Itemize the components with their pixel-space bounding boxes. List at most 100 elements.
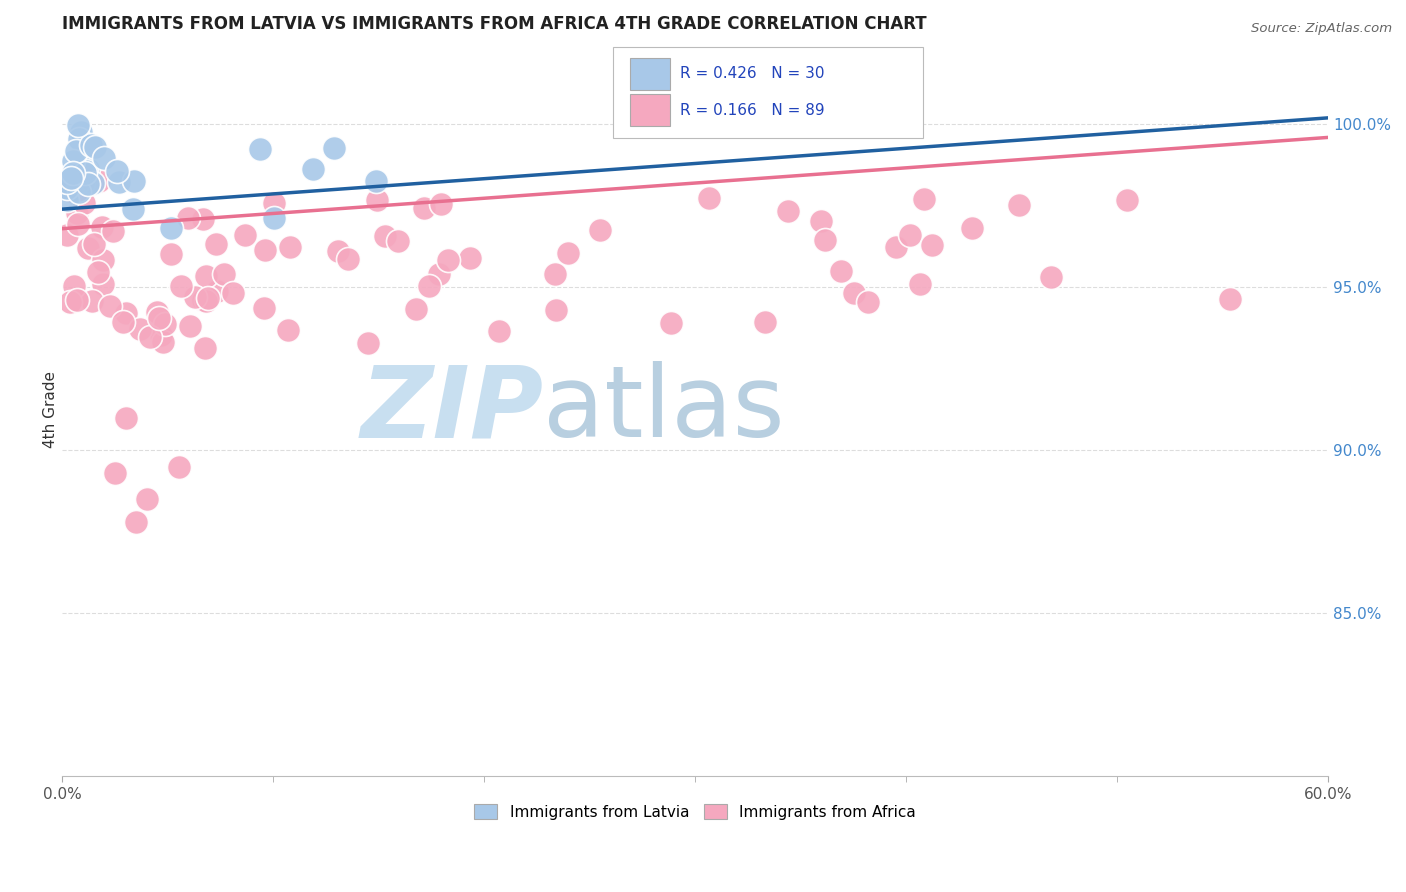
Point [212, 267, 235, 281]
Point [82, 176, 104, 190]
Point [205, 284, 228, 298]
FancyBboxPatch shape [630, 95, 671, 127]
Point [754, 314, 776, 328]
Point [59, 295, 82, 310]
Text: atlas: atlas [544, 361, 785, 458]
Point [169, 279, 191, 293]
Point [357, 335, 380, 350]
Point [249, 142, 271, 156]
Point [139, 330, 162, 344]
Point [301, 161, 323, 176]
Point [197, 291, 219, 305]
Point [67, 186, 90, 200]
Point [66, 175, 89, 189]
Point [87, 265, 110, 279]
Text: Source: ZipAtlas.com: Source: ZipAtlas.com [1251, 22, 1392, 36]
Point [72, 167, 94, 181]
Point [253, 243, 276, 257]
Point [56, 193, 79, 207]
Point [80, 293, 103, 308]
Point [66, 188, 89, 202]
Point [418, 279, 440, 293]
Point [263, 196, 285, 211]
Point [91, 277, 114, 292]
Point [387, 234, 409, 248]
Point [77, 177, 100, 191]
Point [159, 247, 181, 261]
Point [77, 241, 100, 255]
Point [114, 410, 136, 425]
Point [697, 191, 720, 205]
FancyBboxPatch shape [613, 46, 924, 138]
FancyBboxPatch shape [630, 58, 671, 90]
Point [83, 236, 105, 251]
Point [366, 193, 388, 207]
Point [233, 227, 256, 242]
Point [93, 152, 115, 166]
Point [112, 315, 135, 329]
Text: R = 0.426   N = 30: R = 0.426 N = 30 [681, 66, 825, 81]
Point [91, 219, 114, 234]
Point [912, 192, 935, 206]
Point [87, 174, 110, 188]
Text: IMMIGRANTS FROM LATVIA VS IMMIGRANTS FROM AFRICA 4TH GRADE CORRELATION CHART: IMMIGRANTS FROM LATVIA VS IMMIGRANTS FRO… [62, 15, 927, 33]
Point [167, 459, 190, 474]
Point [962, 220, 984, 235]
Point [55, 181, 77, 195]
Point [153, 318, 176, 332]
Point [1040, 270, 1063, 285]
Point [856, 294, 879, 309]
Point [128, 322, 150, 336]
Y-axis label: 4th Grade: 4th Grade [44, 371, 58, 448]
Point [437, 252, 460, 267]
Point [66, 183, 89, 197]
Point [1219, 292, 1241, 306]
Point [263, 211, 285, 226]
Point [830, 264, 852, 278]
Text: ZIP: ZIP [360, 361, 544, 458]
Point [179, 318, 201, 333]
Point [278, 240, 301, 254]
Point [898, 227, 921, 242]
Point [125, 515, 148, 529]
Point [69, 125, 91, 139]
Point [191, 211, 214, 226]
Point [108, 175, 131, 189]
Point [73, 166, 96, 180]
Point [194, 341, 217, 355]
Point [59, 184, 82, 198]
Point [62, 166, 84, 180]
Point [364, 174, 387, 188]
Point [589, 222, 612, 236]
Point [160, 221, 183, 235]
Point [66, 206, 89, 220]
Point [65, 145, 87, 159]
Point [810, 214, 832, 228]
Point [544, 267, 567, 281]
Point [458, 251, 481, 265]
Point [557, 245, 579, 260]
Point [844, 286, 866, 301]
Point [63, 279, 86, 293]
Point [98, 299, 121, 313]
Point [326, 244, 349, 258]
Point [277, 322, 299, 336]
Legend: Immigrants from Latvia, Immigrants from Africa: Immigrants from Latvia, Immigrants from … [467, 796, 924, 827]
Point [323, 141, 346, 155]
Point [222, 285, 245, 300]
Point [84, 139, 107, 153]
Point [55, 228, 77, 243]
Point [921, 237, 943, 252]
Point [62, 153, 84, 168]
Point [253, 301, 276, 315]
Point [544, 302, 567, 317]
Point [55, 175, 77, 189]
Point [488, 324, 510, 338]
Point [114, 306, 136, 320]
Point [1115, 193, 1137, 207]
Point [430, 197, 453, 211]
Point [412, 201, 434, 215]
Point [91, 253, 114, 268]
Point [814, 233, 837, 247]
Point [152, 334, 174, 349]
